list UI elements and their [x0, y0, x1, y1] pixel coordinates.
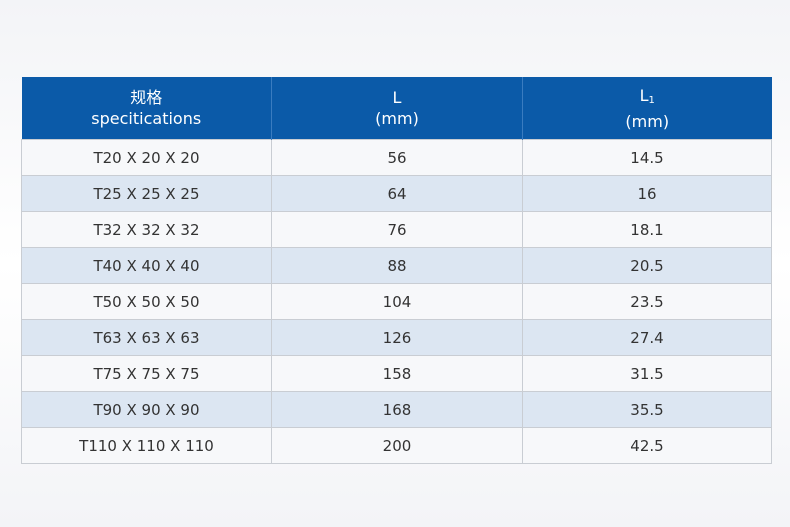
table-cell: T75 X 75 X 75 [21, 355, 272, 392]
spec-table: 规格 specitications L (mm) L1 (mm) T20 X 2… [21, 77, 772, 464]
table-cell: 31.5 [522, 355, 772, 392]
table-cell: 56 [271, 139, 523, 176]
table-cell: T50 X 50 X 50 [21, 283, 272, 320]
table-cell: 20.5 [522, 247, 772, 284]
table-cell: T20 X 20 X 20 [21, 139, 272, 176]
header-cell: L1 (mm) [522, 77, 772, 140]
table-cell: T63 X 63 X 63 [21, 319, 272, 356]
header-line: (mm) [375, 109, 419, 128]
table-row: T25 X 25 X 25 64 16 [21, 175, 772, 212]
table-cell: 64 [271, 175, 523, 212]
table-cell: 126 [271, 319, 523, 356]
header-line: 规格 [130, 88, 163, 107]
table-cell: 23.5 [522, 283, 772, 320]
header-subscript: 1 [648, 94, 655, 106]
header-line: specitications [91, 109, 202, 128]
table-row: T32 X 32 X 32 76 18.1 [21, 211, 772, 248]
table-cell: 18.1 [522, 211, 772, 248]
header-cell: L (mm) [271, 77, 523, 140]
header-cell: 规格 specitications [21, 77, 272, 140]
table-cell: T40 X 40 X 40 [21, 247, 272, 284]
table-cell: 42.5 [522, 427, 772, 464]
table-body: T20 X 20 X 20 56 14.5 T25 X 25 X 25 64 16 T32 … [21, 139, 772, 464]
table-row: T20 X 20 X 20 56 14.5 [21, 139, 772, 176]
table-row: T90 X 90 X 90 168 35.5 [21, 391, 772, 428]
table-row: T75 X 75 X 75 158 31.5 [21, 355, 772, 392]
table-cell: 35.5 [522, 391, 772, 428]
table-cell: 27.4 [522, 319, 772, 356]
table-cell: T32 X 32 X 32 [21, 211, 272, 248]
table-cell: 158 [271, 355, 523, 392]
table-row: T63 X 63 X 63 126 27.4 [21, 319, 772, 356]
table-row: T50 X 50 X 50 104 23.5 [21, 283, 772, 320]
header-row: 规格 specitications L (mm) L1 (mm) [21, 77, 772, 140]
table-cell: 14.5 [522, 139, 772, 176]
table-row: T40 X 40 X 40 88 20.5 [21, 247, 772, 284]
table-row: T110 X 110 X 110 200 42.5 [21, 427, 772, 464]
table-cell: 168 [271, 391, 523, 428]
table-cell: 16 [522, 175, 772, 212]
table-cell: 200 [271, 427, 523, 464]
table-cell: T90 X 90 X 90 [21, 391, 272, 428]
header-line: L [392, 88, 402, 107]
table-cell: T110 X 110 X 110 [21, 427, 272, 464]
header-line: L1 [523, 85, 772, 111]
table-header: 规格 specitications L (mm) L1 (mm) [21, 77, 772, 140]
table-cell: 76 [271, 211, 523, 248]
header-line: (mm) [625, 111, 670, 131]
table-cell: 88 [271, 247, 523, 284]
header-symbol: L [639, 85, 649, 105]
table-cell: 104 [271, 283, 523, 320]
table-cell: T25 X 25 X 25 [21, 175, 272, 212]
